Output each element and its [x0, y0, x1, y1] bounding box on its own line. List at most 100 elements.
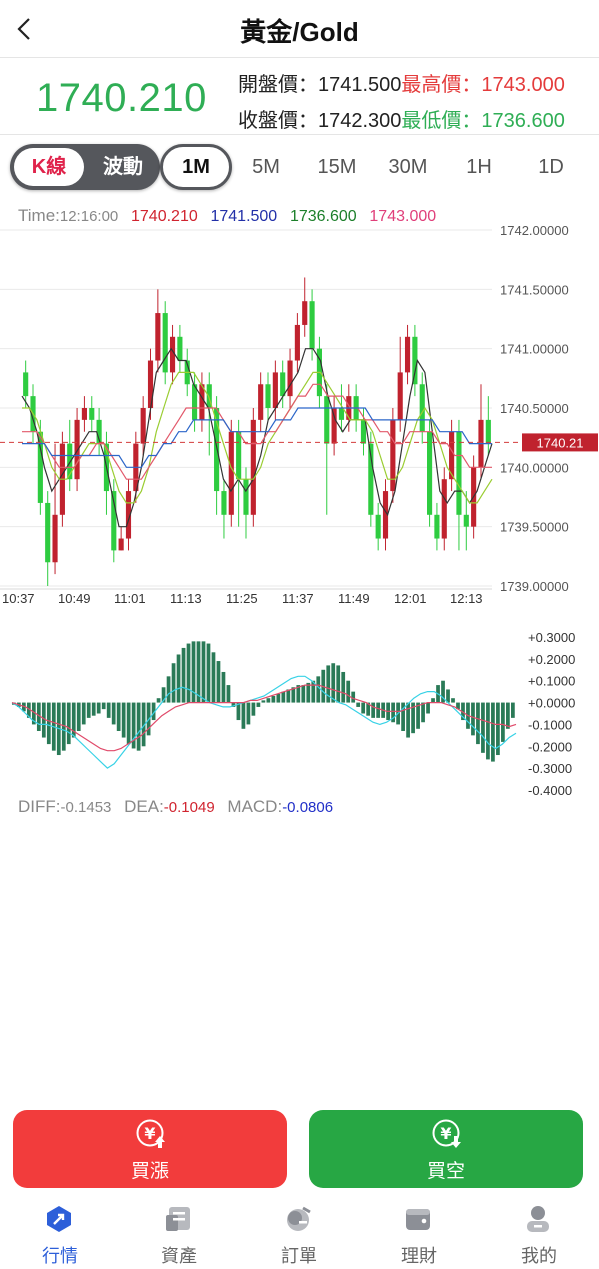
nav-label-wallet: 理財	[401, 1246, 437, 1266]
macd-histogram-bar	[251, 702, 256, 716]
x-tick-label: 11:13	[170, 591, 202, 606]
macd-histogram-bar	[166, 676, 171, 703]
x-tick-label: 12:13	[450, 591, 483, 606]
macd-histogram-bar	[336, 665, 341, 703]
macd-histogram-bar	[391, 702, 395, 723]
macd-histogram-bar	[316, 676, 321, 703]
macd-histogram-bar	[176, 654, 181, 703]
macd-histogram-bar	[291, 687, 296, 703]
nav-label-market: 行情	[42, 1246, 78, 1266]
timeframe-30m[interactable]: 30M	[388, 156, 428, 178]
macd-histogram-bar	[151, 702, 156, 721]
back-icon[interactable]	[12, 16, 38, 42]
nav-item-profile[interactable]: 我的	[479, 1196, 599, 1269]
macd-histogram-bar	[426, 702, 430, 714]
candle-body	[199, 384, 205, 420]
macd-histogram-bar	[36, 702, 41, 731]
bottom-nav: 行情 資產 訂單 理財 我的	[0, 1196, 599, 1269]
candle-body	[309, 301, 315, 349]
candle-body	[265, 384, 271, 408]
macd-histogram-bar	[311, 680, 316, 703]
macd-histogram-bar	[416, 702, 420, 729]
timeframe-5m[interactable]: 5M	[252, 156, 280, 178]
candlestick-chart[interactable]: 1742.00000 1741.50000 1741.00000 1740.50000…	[0, 222, 599, 606]
quote-row-open-high: 開盤價：1741.500最高價：1743.000	[238, 68, 565, 97]
macd-histogram-bar	[191, 641, 196, 703]
timeframe-1d[interactable]: 1D	[538, 156, 564, 178]
diff-value: -0.1453	[60, 799, 112, 816]
macd-histogram-bar	[116, 702, 121, 731]
buy-short-label: 買空	[426, 1161, 465, 1182]
time-label: Time:	[18, 206, 60, 225]
macd-histogram-bar	[276, 693, 281, 703]
candle-body	[397, 372, 403, 420]
nav-item-market[interactable]: 行情	[0, 1196, 120, 1269]
candle-body	[89, 408, 95, 420]
dea-label: DEA:	[124, 797, 164, 816]
nav-item-wallet[interactable]: 理財	[359, 1196, 479, 1269]
timeframe-15m[interactable]: 15M	[317, 156, 357, 178]
macd-histogram-bar	[401, 702, 405, 731]
candle-body	[360, 419, 367, 444]
candle-body	[37, 431, 43, 503]
svg-text:¥: ¥	[440, 1124, 451, 1143]
candle-body	[375, 514, 381, 539]
macd-histogram-bar	[411, 702, 415, 734]
macd-histogram-bar	[196, 641, 201, 703]
macd-histogram-bar	[511, 702, 515, 718]
candle-body	[272, 372, 278, 408]
macd-histogram-bar	[66, 702, 71, 745]
macd-histogram-bar	[256, 702, 261, 707]
candle-body	[67, 443, 73, 480]
svg-text:¥: ¥	[144, 1124, 155, 1143]
quote-row-close-low: 收盤價：1742.300最低價：1736.600	[238, 104, 565, 133]
macd-histogram-bar	[461, 702, 465, 721]
macd-histogram-bar	[296, 685, 301, 703]
diff-label: DIFF:	[18, 797, 61, 816]
dea-value: -0.1049	[163, 799, 215, 816]
high-value: 1743.000	[481, 74, 565, 96]
macd-chart[interactable]: +0.3000 +0.2000 +0.1000 +0.0000 -0.1000 -0.20…	[0, 628, 599, 796]
macd-histogram-bar	[231, 702, 236, 707]
macd-histogram-bar	[261, 700, 266, 703]
macd-histogram-bar	[406, 702, 410, 738]
tab-wave[interactable]: 波動	[103, 156, 143, 178]
candle-body	[192, 384, 198, 420]
macd-histogram-bar	[456, 702, 460, 710]
macd-histogram-bar	[351, 691, 356, 703]
macd-histogram-bar	[111, 702, 116, 725]
candle-body	[449, 431, 455, 480]
macd-histogram-bar	[306, 682, 311, 703]
nav-item-orders[interactable]: 訂單	[239, 1196, 359, 1269]
candle-body	[243, 479, 249, 515]
macd-histogram-bar	[481, 702, 485, 753]
macd-y-tick-label: -0.3000	[528, 761, 572, 776]
readout-value-1: 1740.210	[131, 208, 198, 225]
candle-body	[74, 419, 80, 480]
candle-body	[214, 408, 220, 492]
macd-histogram-bar	[356, 702, 361, 707]
candle-body	[280, 372, 286, 397]
x-tick-label: 11:37	[282, 591, 314, 606]
y-tick-label: 1740.50000	[500, 401, 569, 416]
macd-histogram-bar	[41, 702, 46, 738]
macd-histogram-bar	[431, 698, 435, 703]
nav-item-assets[interactable]: 資產	[119, 1196, 239, 1269]
candle-body	[294, 324, 300, 361]
candle-body	[23, 372, 29, 397]
macd-histogram-bar	[361, 702, 366, 714]
tab-kline[interactable]: K線	[14, 148, 84, 186]
x-tick-label: 11:25	[226, 591, 258, 606]
buy-short-button[interactable]: ¥ 買空	[309, 1110, 583, 1188]
yen-up-icon: ¥	[136, 1119, 165, 1148]
candle-body	[140, 408, 146, 444]
timeframe-1h[interactable]: 1H	[466, 156, 492, 178]
macd-histogram-bar	[131, 702, 136, 749]
buy-up-button[interactable]: ¥ 買漲	[13, 1110, 287, 1188]
macd-histogram-bar	[376, 702, 381, 718]
macd-histogram-bar	[496, 702, 500, 756]
macd-histogram-bar	[341, 671, 346, 703]
timeframe-1m[interactable]: 1M	[160, 144, 232, 190]
macd-histogram-bar	[476, 702, 480, 745]
y-tick-label: 1742.00000	[500, 223, 569, 238]
